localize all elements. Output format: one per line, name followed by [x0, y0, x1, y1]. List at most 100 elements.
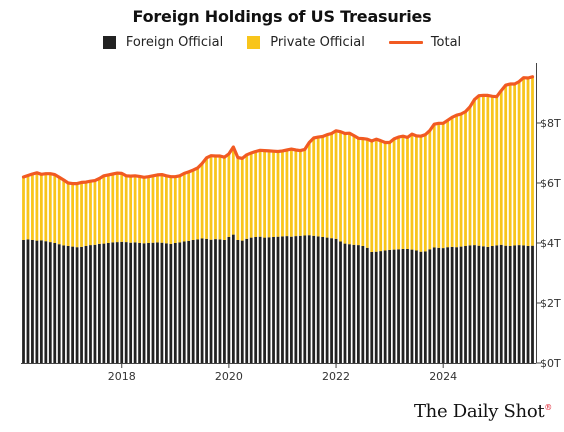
bar-foreign-official	[205, 238, 208, 363]
bar-foreign-official	[124, 242, 128, 363]
bar-foreign-official	[245, 238, 249, 363]
y-tick-label: $8T	[540, 117, 561, 130]
legend-item-foreign-official: Foreign Official	[102, 35, 224, 50]
bar-private-official	[200, 163, 204, 239]
bar-foreign-official	[39, 240, 43, 363]
y-tick-label: $0T	[540, 357, 561, 370]
bar-private-official	[71, 183, 74, 247]
bar-foreign-official	[231, 234, 235, 363]
bar-foreign-official	[102, 243, 106, 363]
bar-foreign-official	[26, 239, 30, 363]
bar-private-official	[80, 182, 83, 247]
bar-foreign-official	[178, 242, 182, 363]
bar-foreign-official	[352, 244, 356, 363]
bar-private-official	[205, 157, 208, 239]
bar-private-official	[227, 153, 231, 237]
bar-foreign-official	[419, 251, 423, 363]
bar-foreign-official	[397, 249, 400, 363]
bar-foreign-official	[298, 235, 302, 363]
bar-foreign-official	[406, 249, 409, 363]
bar-private-official	[151, 175, 155, 243]
bar-private-official	[281, 150, 284, 237]
bar-foreign-official	[209, 239, 213, 363]
bar-foreign-official	[263, 237, 266, 363]
bar-private-official	[182, 173, 186, 242]
bar-private-official	[383, 142, 387, 251]
legend-label-foreign-official: Foreign Official	[125, 35, 224, 50]
bar-private-official	[504, 85, 508, 246]
bar-foreign-official	[48, 242, 52, 363]
bar-foreign-official	[142, 243, 146, 363]
bar-foreign-official	[191, 240, 195, 363]
chart-title: Foreign Holdings of US Treasuries	[132, 7, 432, 26]
bar-foreign-official	[57, 244, 61, 363]
bar-private-official	[98, 178, 101, 244]
bar-private-official	[102, 175, 106, 244]
bar-private-official	[432, 124, 436, 248]
bar-foreign-official	[356, 245, 360, 363]
bar-private-official	[223, 157, 226, 240]
bar-foreign-official	[432, 247, 436, 363]
bar-private-official	[147, 176, 150, 243]
bar-foreign-official	[285, 236, 289, 363]
bar-foreign-official	[89, 245, 92, 363]
bar-private-official	[22, 177, 25, 240]
bar-foreign-official	[115, 242, 119, 363]
bar-private-official	[419, 136, 423, 252]
bar-private-official	[356, 138, 360, 246]
bar-foreign-official	[446, 247, 450, 363]
bar-foreign-official	[106, 243, 110, 363]
bar-foreign-official	[428, 249, 432, 363]
bar-private-official	[124, 175, 128, 243]
bar-private-official	[106, 174, 110, 243]
bar-private-official	[142, 177, 146, 244]
x-tick-label: 2024	[429, 370, 457, 383]
bar-private-official	[26, 175, 30, 240]
bar-private-official	[441, 123, 445, 249]
bar-private-official	[410, 134, 414, 250]
bar-private-official	[352, 135, 356, 245]
bar-foreign-official	[316, 236, 320, 363]
bar-private-official	[276, 151, 280, 237]
bar-private-official	[254, 151, 258, 237]
bar-private-official	[379, 140, 383, 252]
bar-foreign-official	[477, 245, 481, 363]
bar-foreign-official	[240, 240, 244, 363]
bar-private-official	[75, 183, 79, 248]
x-tick-label: 2022	[322, 370, 350, 383]
bar-private-official	[218, 156, 222, 240]
bar-private-official	[455, 115, 458, 248]
legend-label-private-official: Private Official	[270, 35, 365, 50]
bar-foreign-official	[522, 245, 525, 363]
bar-foreign-official	[343, 243, 347, 363]
bar-foreign-official	[272, 237, 275, 363]
bar-private-official	[473, 99, 476, 246]
bar-foreign-official	[441, 248, 445, 363]
bar-foreign-official	[53, 243, 57, 363]
bar-private-official	[53, 174, 57, 243]
y-tick-label: $2T	[540, 297, 561, 310]
bar-foreign-official	[214, 239, 217, 363]
bar-private-official	[486, 95, 490, 247]
bar-private-official	[231, 147, 235, 235]
bar-foreign-official	[196, 239, 200, 363]
bar-foreign-official	[508, 246, 512, 363]
bar-private-official	[129, 176, 133, 243]
bar-foreign-official	[22, 240, 25, 363]
bar-foreign-official	[459, 246, 463, 363]
bar-private-official	[330, 133, 333, 239]
bar-private-official	[312, 138, 316, 236]
bar-private-official	[93, 180, 97, 245]
bar-foreign-official	[495, 245, 499, 363]
bar-private-official	[459, 114, 463, 247]
bar-foreign-official	[80, 246, 83, 363]
bar-private-official	[57, 177, 61, 245]
bar-private-official	[156, 174, 159, 243]
bar-foreign-official	[450, 246, 454, 363]
bar-foreign-official	[200, 238, 204, 363]
bar-private-official	[482, 95, 485, 247]
legend-swatch-foreign-official	[102, 36, 116, 49]
bar-foreign-official	[303, 235, 307, 363]
bar-foreign-official	[499, 244, 503, 363]
bar-foreign-official	[361, 246, 365, 363]
